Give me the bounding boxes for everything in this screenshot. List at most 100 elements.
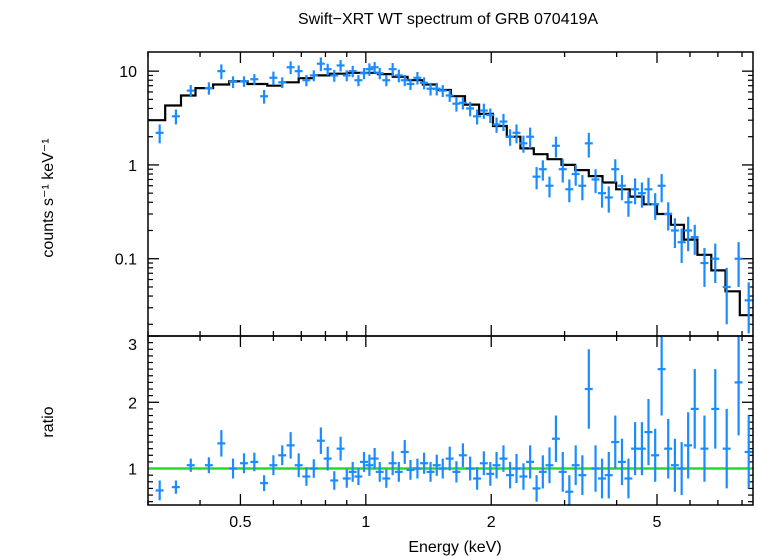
ratio-ytick-label: 1 (128, 462, 137, 479)
ratio-point (336, 436, 345, 461)
spectrum-point (323, 63, 332, 76)
ratio-point (388, 451, 397, 476)
spectrum-point (551, 136, 560, 158)
ratio-point (744, 415, 753, 489)
ratio-point (302, 467, 311, 486)
energy-xtick-label: 2 (487, 514, 496, 531)
ratio-point (229, 458, 237, 479)
energy-xtick-label: 0.5 (229, 514, 251, 531)
spectrum-point (617, 175, 626, 201)
ratio-point (400, 440, 409, 464)
spectrum-point (155, 124, 164, 144)
ratio-point (294, 453, 303, 478)
ratio-point (684, 412, 693, 479)
spectrum-point (473, 109, 482, 125)
ratio-point (558, 451, 567, 492)
ratio-point (406, 459, 415, 480)
spectrum-point (294, 65, 303, 78)
spectrum-point (512, 124, 521, 144)
ratio-point (466, 456, 475, 481)
spectrum-point (269, 71, 278, 86)
ratio-point (316, 427, 325, 454)
ratio-point (438, 458, 447, 479)
spectrum-point (734, 242, 743, 287)
spectrum-point (631, 178, 640, 205)
ratio-point (413, 458, 422, 479)
spectrum-point (229, 76, 237, 89)
spectrum-data-points (155, 57, 753, 334)
spectrum-point (604, 186, 613, 213)
spectrum-panel: 10 1 0.1 3 counts s⁻¹ keV⁻¹ (40, 51, 754, 354)
spectrum-point (545, 176, 554, 198)
spectrum-point (591, 169, 600, 194)
ratio-point (526, 445, 535, 479)
ratio-point (479, 451, 488, 476)
ratio-point (348, 461, 357, 482)
ratio-point (370, 448, 379, 470)
spectrum-point (677, 228, 686, 264)
ratio-point (286, 432, 295, 459)
spectrum-point (486, 108, 495, 123)
spectrum-point (375, 68, 384, 80)
ratio-point (571, 445, 580, 486)
spectrum-point (664, 202, 673, 231)
ratio-point (186, 458, 195, 472)
spectrum-point (286, 61, 295, 75)
ratio-point (711, 369, 720, 449)
spectrum-point (217, 64, 226, 80)
ratio-point (155, 480, 164, 501)
spectrum-point (532, 167, 541, 190)
spectrum-point (445, 89, 454, 102)
ratio-point (519, 463, 528, 490)
spectrum-point (342, 70, 351, 82)
spectrum-point (336, 60, 345, 72)
spectrum-point (519, 135, 528, 153)
ratio-ytick-label-3: 3 (128, 337, 137, 354)
spectrum-point (438, 85, 447, 98)
ratio-point (458, 443, 467, 468)
spectrum-point (499, 113, 508, 132)
spectrum-point (637, 182, 646, 208)
ratio-point (545, 447, 554, 484)
spectrum-point (250, 74, 259, 86)
ratio-point (260, 475, 269, 492)
spectrum-point (278, 77, 287, 89)
spectrum-point (260, 89, 269, 104)
ratio-point (250, 452, 259, 472)
ratio-point (420, 452, 429, 474)
spectrum-point (239, 76, 248, 87)
ratio-point (690, 369, 699, 449)
spectrum-point (624, 191, 633, 217)
ratio-point (598, 458, 606, 499)
spectrum-point (432, 82, 441, 96)
spectrum-point (558, 159, 567, 183)
spectrum-ytick-label: 0.1 (115, 252, 137, 269)
ratio-ytick-label: 2 (128, 395, 137, 412)
spectrum-point (330, 69, 339, 82)
ratio-point (426, 461, 435, 482)
spectrum-point (578, 175, 587, 201)
spectrum-point (413, 71, 422, 85)
chart-title: Swift−XRT WT spectrum of GRB 070419A (298, 11, 598, 28)
spectrum-point (670, 218, 679, 249)
spectrum-ytick-label: 1 (128, 158, 137, 175)
ratio-point (452, 461, 461, 483)
model-curve (148, 71, 753, 317)
ratio-point (309, 459, 318, 478)
spectrum-point (700, 248, 709, 287)
spectrum-point (526, 127, 535, 149)
ratio-point (432, 454, 441, 476)
ratio-point (330, 471, 339, 490)
ratio-point (624, 458, 633, 499)
ratio-point (677, 442, 686, 496)
ratio-point (565, 475, 574, 505)
spectrum-point (598, 182, 606, 208)
ratio-point (394, 461, 403, 482)
spectrum-point (394, 69, 403, 83)
ratio-point (492, 451, 501, 479)
spectrum-point (711, 243, 720, 284)
spectrum-point (359, 68, 368, 80)
spectrum-point (420, 77, 429, 90)
ratio-point (617, 438, 626, 486)
